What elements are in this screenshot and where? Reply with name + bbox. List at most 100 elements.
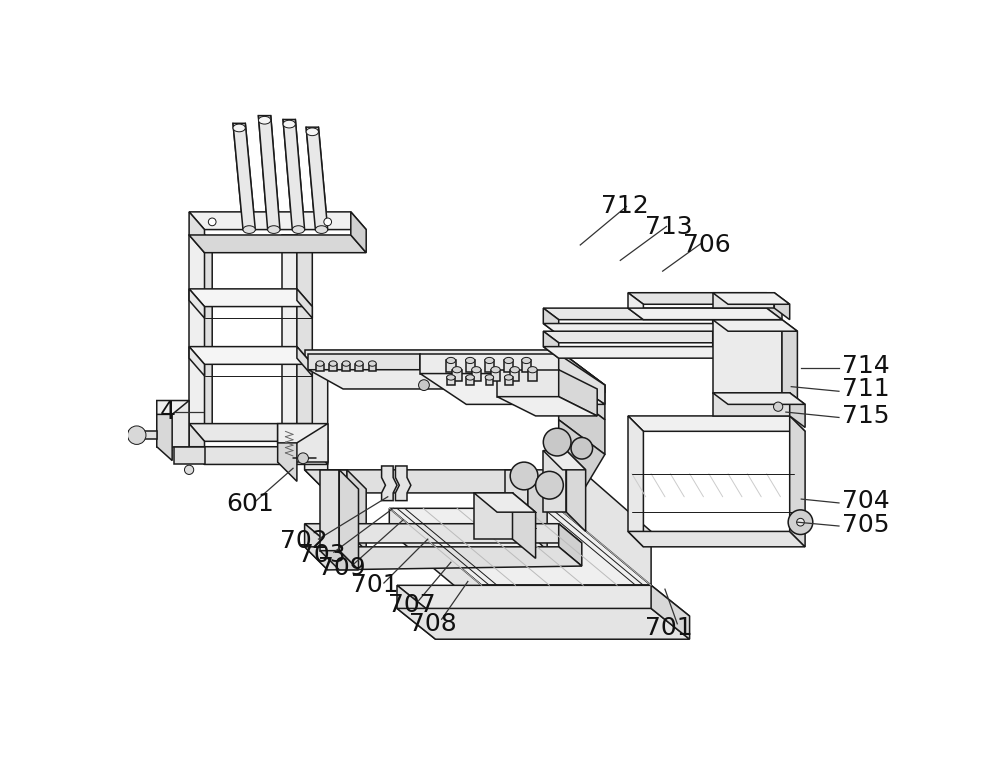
Circle shape xyxy=(184,465,194,474)
Polygon shape xyxy=(339,470,358,570)
Polygon shape xyxy=(782,320,797,404)
Polygon shape xyxy=(347,470,366,550)
Text: 714: 714 xyxy=(842,354,890,378)
Polygon shape xyxy=(504,361,513,372)
Polygon shape xyxy=(420,374,605,404)
Polygon shape xyxy=(559,524,582,566)
Ellipse shape xyxy=(369,361,376,366)
Polygon shape xyxy=(189,289,312,307)
Polygon shape xyxy=(189,347,312,365)
Polygon shape xyxy=(559,419,605,493)
Polygon shape xyxy=(522,361,531,372)
Text: 703: 703 xyxy=(298,543,346,567)
Polygon shape xyxy=(543,332,728,343)
Polygon shape xyxy=(189,212,205,253)
Ellipse shape xyxy=(316,361,324,366)
Polygon shape xyxy=(559,370,597,416)
Polygon shape xyxy=(713,392,805,404)
Polygon shape xyxy=(397,608,690,639)
Polygon shape xyxy=(306,127,328,230)
Circle shape xyxy=(208,218,216,226)
Polygon shape xyxy=(189,446,328,464)
Circle shape xyxy=(510,462,538,490)
Polygon shape xyxy=(342,364,350,372)
Ellipse shape xyxy=(491,367,500,373)
Polygon shape xyxy=(790,416,805,547)
Polygon shape xyxy=(305,547,582,570)
Polygon shape xyxy=(543,450,566,512)
Polygon shape xyxy=(713,392,790,416)
Ellipse shape xyxy=(292,226,305,234)
Circle shape xyxy=(774,402,783,411)
Polygon shape xyxy=(157,400,172,460)
Polygon shape xyxy=(505,378,512,386)
Polygon shape xyxy=(189,235,205,423)
Polygon shape xyxy=(628,416,643,547)
Polygon shape xyxy=(528,470,547,550)
Text: 712: 712 xyxy=(601,194,649,218)
Polygon shape xyxy=(713,320,797,332)
Ellipse shape xyxy=(466,358,475,364)
Polygon shape xyxy=(628,416,805,431)
Polygon shape xyxy=(559,355,605,404)
Polygon shape xyxy=(713,320,782,392)
Text: 711: 711 xyxy=(842,377,890,401)
Polygon shape xyxy=(628,531,805,547)
Ellipse shape xyxy=(447,375,455,380)
Ellipse shape xyxy=(522,358,531,364)
Polygon shape xyxy=(351,212,366,253)
Ellipse shape xyxy=(485,358,494,364)
Polygon shape xyxy=(628,293,782,305)
Circle shape xyxy=(324,218,332,226)
Ellipse shape xyxy=(472,367,481,373)
Polygon shape xyxy=(559,351,605,419)
Polygon shape xyxy=(189,347,205,376)
Polygon shape xyxy=(474,493,536,512)
Polygon shape xyxy=(543,450,586,470)
Polygon shape xyxy=(189,289,205,318)
Polygon shape xyxy=(497,370,559,396)
Polygon shape xyxy=(472,370,481,382)
Polygon shape xyxy=(157,400,189,414)
Polygon shape xyxy=(452,370,462,382)
Polygon shape xyxy=(651,585,690,639)
Ellipse shape xyxy=(233,124,245,132)
Polygon shape xyxy=(447,378,455,386)
Polygon shape xyxy=(767,293,782,320)
Polygon shape xyxy=(512,493,536,558)
Circle shape xyxy=(298,453,308,463)
Polygon shape xyxy=(305,524,328,570)
Polygon shape xyxy=(474,493,512,539)
Ellipse shape xyxy=(315,226,328,234)
Circle shape xyxy=(419,380,429,390)
Polygon shape xyxy=(566,450,586,531)
Ellipse shape xyxy=(485,375,494,380)
Polygon shape xyxy=(713,293,790,305)
Ellipse shape xyxy=(528,367,537,373)
Polygon shape xyxy=(308,370,455,389)
Polygon shape xyxy=(395,466,411,500)
Ellipse shape xyxy=(342,361,350,366)
Circle shape xyxy=(543,428,571,456)
Polygon shape xyxy=(397,585,436,639)
Polygon shape xyxy=(491,370,500,382)
Polygon shape xyxy=(446,361,456,372)
Polygon shape xyxy=(420,355,455,389)
Polygon shape xyxy=(297,347,312,376)
Polygon shape xyxy=(466,378,474,386)
Polygon shape xyxy=(157,400,189,446)
Polygon shape xyxy=(305,470,582,493)
Text: 701: 701 xyxy=(351,574,398,598)
Circle shape xyxy=(571,437,593,459)
Text: 601: 601 xyxy=(226,493,274,517)
Polygon shape xyxy=(258,116,280,230)
Polygon shape xyxy=(628,293,643,320)
Ellipse shape xyxy=(258,116,271,124)
Text: 701: 701 xyxy=(645,616,693,640)
Text: 706: 706 xyxy=(683,233,731,257)
Ellipse shape xyxy=(283,120,295,128)
Text: 707: 707 xyxy=(388,593,435,617)
Polygon shape xyxy=(389,508,651,585)
Polygon shape xyxy=(324,470,347,531)
Polygon shape xyxy=(420,355,559,374)
